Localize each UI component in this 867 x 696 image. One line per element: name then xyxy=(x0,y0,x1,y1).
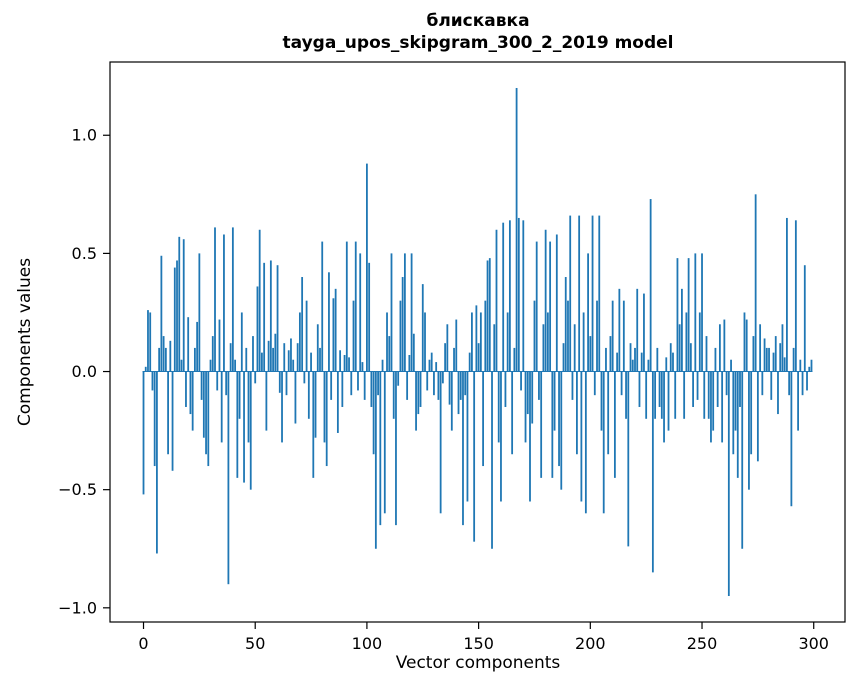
y-tick-label: −0.5 xyxy=(58,480,97,499)
y-tick-label: −1.0 xyxy=(58,598,97,617)
x-tick-label: 0 xyxy=(138,634,148,653)
chart-title-line1: блискавка xyxy=(426,11,529,31)
x-axis-ticks: 0 50 100 150 200 250 300 xyxy=(138,622,829,653)
x-tick-label: 50 xyxy=(245,634,265,653)
x-tick-label: 200 xyxy=(575,634,606,653)
y-tick-label: 1.0 xyxy=(72,126,97,145)
y-tick-label: 0.5 xyxy=(72,244,97,263)
x-tick-label: 250 xyxy=(687,634,718,653)
axes-box xyxy=(109,61,846,623)
y-axis-label: Components values xyxy=(15,258,35,426)
y-axis-ticks: −1.0 −0.5 0.0 0.5 1.0 xyxy=(58,126,110,617)
chart-title-line2: tayga_upos_skipgram_300_2_2019 model xyxy=(283,33,674,53)
bar-series xyxy=(142,87,813,597)
x-axis-label: Vector components xyxy=(396,653,561,673)
x-tick-label: 300 xyxy=(798,634,829,653)
x-tick-label: 150 xyxy=(463,634,494,653)
x-tick-label: 100 xyxy=(352,634,383,653)
y-tick-label: 0.0 xyxy=(72,362,97,381)
